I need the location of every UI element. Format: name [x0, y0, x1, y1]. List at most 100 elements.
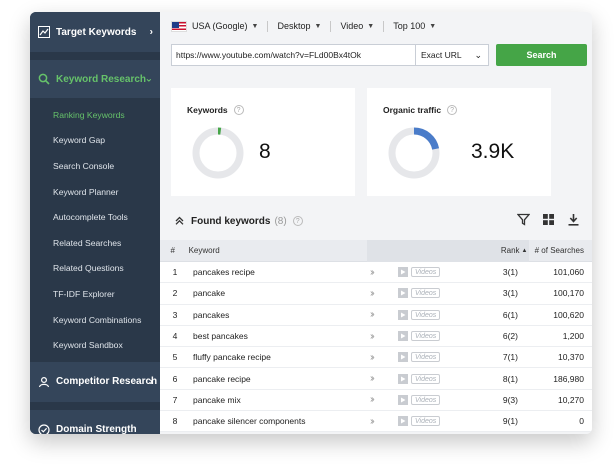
keywords-table: # Keyword Rank ▲ # of Searches 1 pancakes…	[160, 239, 592, 433]
row-keyword[interactable]: pancake silencer components	[193, 416, 306, 427]
columns-icon[interactable]	[541, 212, 555, 226]
table-header: # Keyword Rank ▲ # of Searches	[160, 239, 592, 262]
sidebar-item-tf-idf-explorer[interactable]: TF-IDF Explorer	[53, 288, 115, 299]
row-keyword[interactable]: pancake recipe	[193, 373, 251, 384]
chevron-down-icon: ▼	[429, 22, 437, 30]
chevron-right-icon: ›	[149, 26, 153, 38]
top-select[interactable]: Top 100 ▼	[393, 21, 436, 31]
traffic-title-text: Organic traffic	[383, 105, 442, 115]
sidebar-item-target-keywords[interactable]: Target Keywords ›	[30, 12, 160, 52]
row-rank: 7(1)	[502, 352, 518, 363]
videos-tag: Videos	[411, 373, 441, 384]
videos-tag: Videos	[411, 288, 441, 299]
play-icon[interactable]	[398, 394, 408, 405]
row-keyword[interactable]: best pancakes	[193, 331, 248, 342]
sidebar-item-keyword-planner[interactable]: Keyword Planner	[53, 186, 119, 197]
match-type-select[interactable]: Exact URL ⌄	[416, 44, 489, 66]
double-chevron-right-icon[interactable]: ››	[370, 330, 375, 342]
organic-traffic-card: Organic traffic ? 3.9K	[367, 88, 551, 196]
chevron-down-icon: ▼	[367, 22, 375, 30]
search-icon	[38, 73, 50, 85]
sort-asc-icon: ▲	[521, 247, 528, 254]
filter-icon[interactable]	[516, 212, 530, 226]
type-select[interactable]: Video ▼	[340, 21, 374, 31]
table-row[interactable]: 6 pancake recipe ›› Videos 8(1) 186,980	[160, 368, 592, 390]
double-chevron-right-icon[interactable]: ››	[370, 373, 375, 385]
double-chevron-right-icon[interactable]: ››	[370, 309, 375, 321]
country-select[interactable]: USA (Google) ▼	[171, 20, 259, 32]
row-keyword[interactable]: pancake	[193, 288, 226, 299]
user-icon	[38, 376, 50, 388]
sidebar-item-competitor-research[interactable]: Competitor Research ›	[30, 361, 160, 402]
table-body: 1 pancakes recipe ›› Videos 3(1) 101,060 2 panc…	[160, 262, 592, 433]
collapse-icon[interactable]	[175, 216, 184, 227]
sidebar-item-autocomplete-tools[interactable]: Autocomplete Tools	[53, 212, 128, 223]
row-searches: 101,060	[553, 267, 584, 278]
help-icon[interactable]: ?	[233, 105, 244, 115]
play-icon[interactable]	[398, 373, 408, 384]
help-icon[interactable]: ?	[292, 216, 303, 226]
sidebar-item-domain-strength[interactable]: Domain Strength	[30, 409, 160, 434]
play-icon[interactable]	[398, 416, 408, 427]
help-icon[interactable]: ?	[447, 105, 458, 115]
play-icon[interactable]	[398, 267, 408, 278]
found-keywords-header: Found keywords (8) ?	[160, 204, 592, 238]
header-searches[interactable]: # of Searches	[534, 246, 584, 255]
row-num: 6	[172, 373, 178, 384]
sidebar-item-label: Competitor Research	[56, 376, 158, 388]
device-label: Desktop	[277, 21, 311, 31]
sidebar-item-keyword-gap[interactable]: Keyword Gap	[53, 135, 106, 146]
row-searches: 10,370	[558, 352, 584, 363]
table-row[interactable]: 4 best pancakes ›› Videos 6(2) 1,200	[160, 326, 592, 348]
search-button[interactable]: Search	[496, 44, 587, 66]
url-input[interactable]: https://www.youtube.com/watch?v=FLd00Bx4…	[171, 44, 416, 66]
summary-cards: Keywords ? 8 Organic traffic ? 3.	[171, 88, 563, 196]
found-keywords-count: (8)	[274, 215, 287, 227]
divider	[30, 401, 160, 410]
double-chevron-right-icon[interactable]: ››	[370, 351, 375, 363]
row-searches: 100,170	[553, 288, 584, 299]
download-icon[interactable]	[566, 212, 580, 226]
table-row[interactable]: 5 fluffy pancake recipe ›› Videos 7(1) 10,370	[160, 347, 592, 369]
row-rank: 6(1)	[502, 309, 518, 320]
sidebar-item-related-searches[interactable]: Related Searches	[53, 237, 122, 248]
sidebar-item-keyword-sandbox[interactable]: Keyword Sandbox	[53, 340, 123, 351]
double-chevron-right-icon[interactable]: ››	[370, 287, 375, 299]
keywords-card-title: Keywords ?	[187, 105, 244, 115]
row-keyword[interactable]: pancake mix	[193, 394, 241, 405]
table-row[interactable]: 1 pancakes recipe ›› Videos 3(1) 101,060	[160, 262, 592, 284]
traffic-value: 3.9K	[471, 140, 515, 163]
double-chevron-right-icon[interactable]: ››	[370, 415, 375, 427]
row-keyword[interactable]: fluffy pancake recipe	[193, 352, 271, 363]
table-row[interactable]: 7 pancake mix ›› Videos 9(3) 10,270	[160, 390, 592, 412]
keywords-value: 8	[259, 140, 271, 163]
play-icon[interactable]	[398, 288, 408, 299]
row-keyword[interactable]: pancakes	[193, 309, 230, 320]
video-cell: Videos	[398, 267, 458, 278]
sidebar-item-keyword-research[interactable]: Keyword Research ⌄	[30, 60, 160, 98]
device-select[interactable]: Desktop ▼	[277, 21, 321, 31]
table-row[interactable]: 8 pancake silencer components ›› Videos 9(1)…	[160, 411, 592, 433]
double-chevron-right-icon[interactable]: ››	[370, 394, 375, 406]
chevron-down-icon: ▼	[251, 22, 259, 30]
row-keyword[interactable]: pancakes recipe	[193, 267, 255, 278]
traffic-card-title: Organic traffic ?	[383, 105, 458, 115]
double-chevron-right-icon[interactable]: ››	[370, 266, 375, 278]
divider	[383, 20, 385, 32]
header-rank[interactable]: Rank ▲	[367, 239, 530, 262]
video-cell: Videos	[398, 331, 458, 342]
sidebar-item-related-questions[interactable]: Related Questions	[53, 263, 124, 274]
sidebar-item-keyword-combinations[interactable]: Keyword Combinations	[53, 314, 142, 325]
table-row[interactable]: 2 pancake ›› Videos 3(1) 100,170	[160, 283, 592, 305]
country-label: USA (Google)	[192, 21, 248, 31]
videos-tag: Videos	[411, 331, 441, 342]
play-icon[interactable]	[398, 331, 408, 342]
keywords-card: Keywords ? 8	[171, 88, 355, 196]
sidebar-item-search-console[interactable]: Search Console	[53, 160, 115, 171]
header-keyword[interactable]: Keyword	[188, 246, 220, 255]
play-icon[interactable]	[398, 309, 408, 320]
top-label: Top 100	[393, 21, 426, 31]
table-row[interactable]: 3 pancakes ›› Videos 6(1) 100,620	[160, 305, 592, 326]
sidebar-item-ranking-keywords[interactable]: Ranking Keywords	[53, 109, 125, 120]
play-icon[interactable]	[398, 352, 408, 363]
